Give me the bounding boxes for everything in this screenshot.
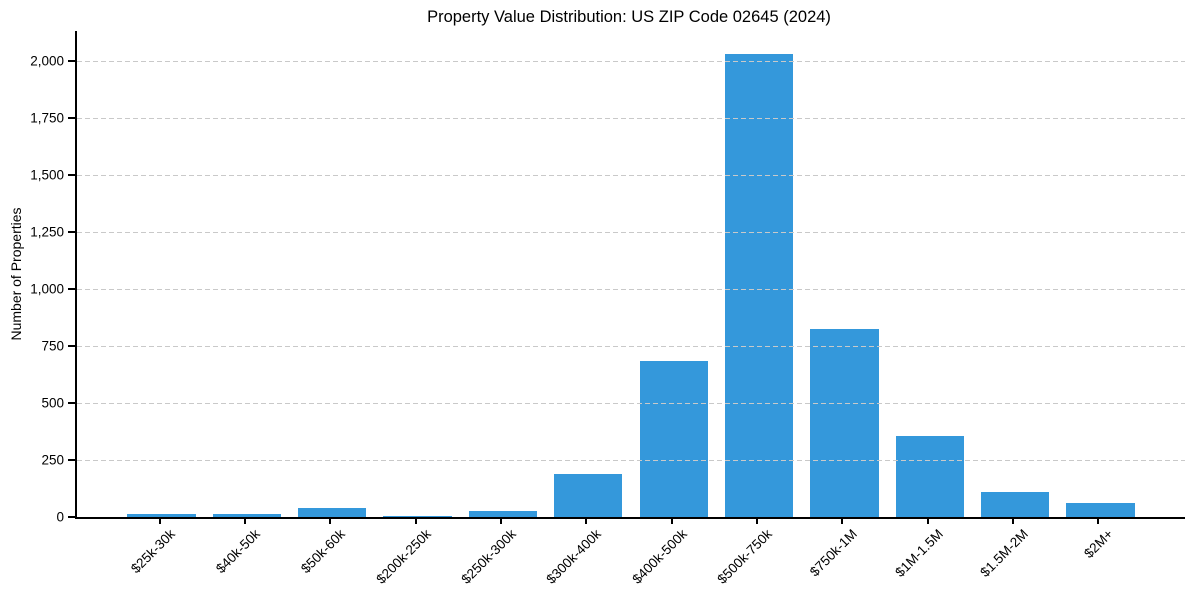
bar [383, 515, 452, 517]
y-tick-mark [68, 173, 75, 176]
y-tick-mark [68, 401, 75, 404]
x-tick-label: $40k-50k [212, 526, 263, 577]
x-tick-label: $750k-1M [807, 526, 861, 580]
y-tick-label: 1,250 [30, 224, 64, 240]
bar [895, 436, 964, 517]
bar [1066, 502, 1135, 517]
x-tick-label: $400k-500k [629, 526, 690, 587]
x-tick-label: $1.5M-2M [977, 526, 1032, 580]
x-tick-mark [329, 518, 332, 524]
x-tick-label: $250k-300k [458, 526, 519, 587]
x-tick-mark [1012, 518, 1015, 524]
y-tick-mark [68, 287, 75, 290]
bars-layer [77, 31, 1185, 517]
bar [298, 508, 367, 517]
x-tick-label: $2M+ [1081, 526, 1117, 562]
x-tick-mark [414, 518, 417, 524]
bar [554, 473, 623, 517]
y-tick-mark [68, 458, 75, 461]
x-tick-label: $50k-60k [298, 526, 349, 577]
bar [468, 511, 538, 517]
plot-area [75, 31, 1185, 519]
y-tick-label: 1,000 [30, 281, 64, 297]
y-tick-label: 250 [41, 452, 64, 468]
y-tick-mark [68, 344, 75, 347]
y-tick-label: 750 [41, 338, 64, 354]
bar [810, 328, 879, 517]
bar [639, 360, 708, 517]
bar [127, 513, 196, 517]
y-tick-mark [68, 516, 75, 518]
x-tick-mark [585, 518, 588, 524]
y-tick-label: 500 [41, 395, 64, 411]
y-tick-label: 0 [56, 509, 64, 525]
x-tick-mark [670, 518, 673, 524]
y-tick-mark [68, 59, 75, 62]
x-tick-mark [158, 518, 161, 524]
bar [980, 491, 1050, 517]
x-tick-mark [926, 518, 929, 524]
chart-title: Property Value Distribution: US ZIP Code… [427, 8, 831, 26]
y-tick-mark [68, 230, 75, 233]
x-tick-mark [1097, 518, 1100, 524]
x-tick-mark [841, 518, 844, 524]
bar [212, 514, 281, 517]
x-tick-label: $25k-30k [127, 526, 178, 577]
y-tick-mark [68, 116, 75, 119]
bar [724, 53, 794, 517]
x-tick-label: $200k-250k [372, 526, 434, 587]
y-tick-label: 2,000 [30, 52, 64, 68]
x-tick-mark [756, 518, 759, 524]
y-tick-label: 1,500 [30, 166, 64, 182]
x-tick-mark [499, 518, 502, 524]
x-tick-label: $300k-400k [543, 526, 605, 587]
x-tick-label: $1M-1.5M [892, 526, 946, 580]
x-tick-mark [243, 518, 246, 524]
y-tick-label: 1,750 [30, 109, 64, 125]
x-tick-label: $500k-750k [714, 526, 775, 587]
